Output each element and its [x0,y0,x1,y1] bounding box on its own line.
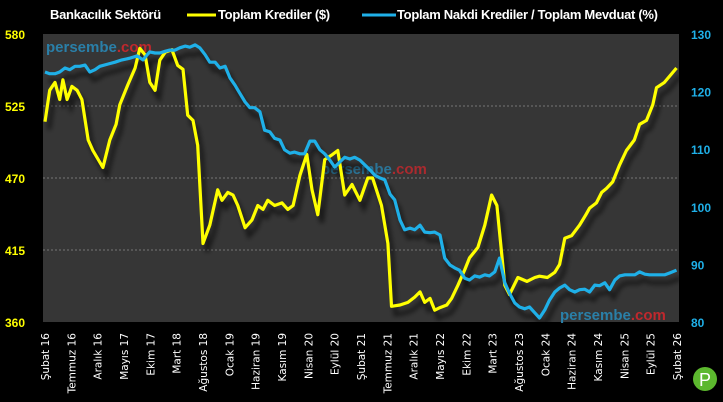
legend-label-loans: Toplam Krediler ($) [218,7,330,22]
watermark-bottom-right: persembe.com [560,307,666,324]
x-tick-label: Nisan 25 [619,333,631,379]
y-right-tick-label: 80 [691,316,705,330]
y-left-tick-label: 470 [5,172,25,186]
x-tick-label: Ekim 22 [461,333,473,376]
x-tick-label: Mart 18 [172,333,184,374]
legend-label-ratio: Toplam Nakdi Krediler / Toplam Mevduat (… [397,7,658,22]
x-axis-ticks: Şubat 16 Temmuz 16 Aralık 16 Mayıs 17 Ekim 1… [40,333,684,395]
x-tick-label: Mayıs 22 [435,333,447,380]
x-tick-label: Haziran 24 [567,333,579,390]
x-tick-label: Ekim 17 [145,333,157,376]
series-shadow [48,50,682,330]
y-left-tick-label: 525 [5,100,25,114]
x-tick-label: Kasım 24 [593,333,605,382]
chart-title: Bankacılık Sektörü [50,7,161,22]
x-tick-label: Ağustos 18 [198,333,210,392]
x-tick-label: Aralık 16 [93,333,105,380]
x-tick-label: Şubat 16 [40,333,52,381]
y-left-tick-label: 415 [5,244,25,258]
y-right-tick-label: 110 [691,143,711,157]
x-tick-label: Şubat 26 [672,333,684,381]
y-right-tick-label: 90 [691,258,705,272]
logo: P [693,367,717,391]
series-line-ratio [44,43,678,320]
x-tick-label: Şubat 21 [356,333,368,380]
series-line-loans [43,46,678,312]
y-axis-ticks: 360 415 470 525 580 80 90 100 110 120 130 [5,28,711,330]
watermark-top-left: persembe.com [46,39,152,56]
x-tick-label: Ocak 19 [224,333,236,376]
x-tick-label: Temmuz 16 [66,333,78,395]
x-tick-label: Aralık 21 [409,333,421,380]
x-tick-label: Eylül 20 [330,333,342,375]
x-tick-label: Nisan 20 [303,333,315,379]
y-left-tick-label: 360 [5,316,25,330]
y-left-tick-label: 580 [5,28,25,42]
x-tick-label: Kasım 19 [277,333,289,381]
x-tick-label: Mart 23 [488,333,500,374]
x-tick-label: Mayıs 17 [119,333,131,380]
series-lines [43,43,683,330]
y-right-tick-label: 120 [691,86,711,100]
y-right-tick-label: 100 [691,201,711,215]
x-tick-label: Ocak 24 [540,333,552,377]
x-tick-label: Eylül 25 [646,333,658,375]
x-tick-label: Haziran 19 [251,333,263,390]
x-tick-label: Ağustos 23 [514,333,526,392]
gridlines [43,105,679,251]
y-right-tick-label: 130 [691,28,711,42]
x-tick-label: Temmuz 21 [382,333,394,394]
svg-text:P: P [699,370,711,390]
